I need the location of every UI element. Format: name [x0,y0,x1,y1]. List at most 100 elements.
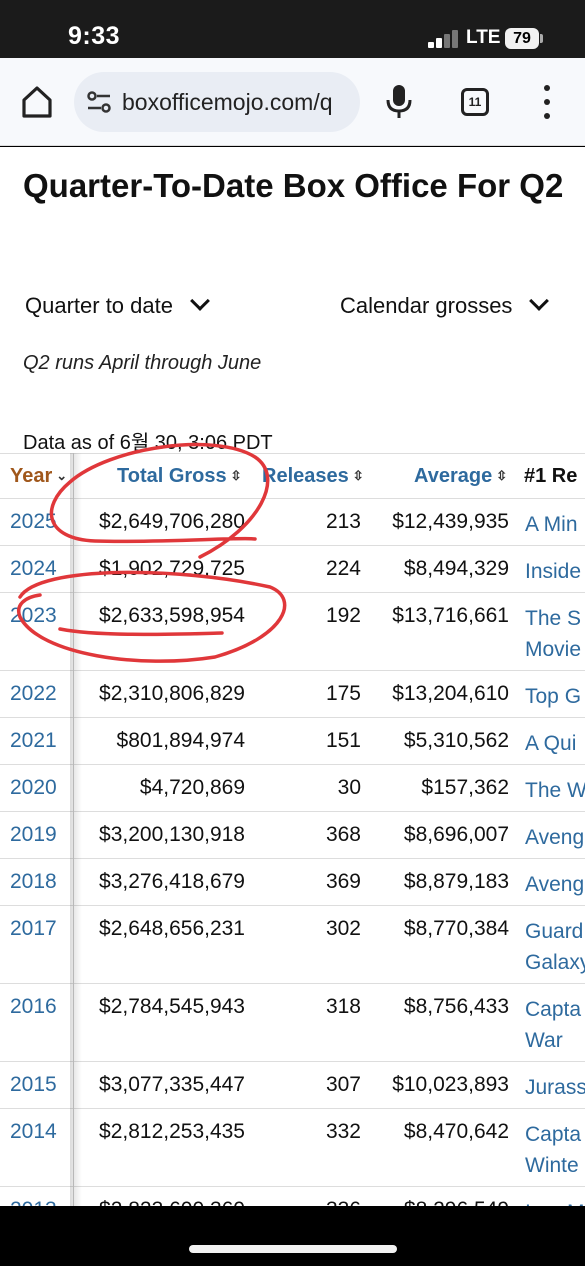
releases-link[interactable]: 213 [325,510,361,533]
column-header-total-gross[interactable]: Total Gross ⇳ [117,465,242,487]
table-row: 2015 $3,077,335,447 307 $10,023,893 Jura… [0,1062,585,1109]
average-cell: $8,770,384 [403,917,509,940]
top-release-link[interactable]: Jurass [525,1076,585,1099]
column-header-average[interactable]: Average ⇳ [414,465,508,487]
releases-link[interactable]: 318 [325,995,361,1018]
browser-toolbar: boxofficemojo.com/q 11 [0,58,585,146]
top-release-link[interactable]: A Qui [525,732,577,755]
year-link[interactable]: 2025 [10,510,57,533]
top-release-link[interactable]: Top G [525,685,582,708]
year-link[interactable]: 2023 [10,604,57,627]
average-cell: $8,494,329 [403,557,509,580]
table-row: 2019 $3,200,130,918 368 $8,696,007 Aveng [0,812,585,859]
releases-link[interactable]: 307 [325,1073,361,1096]
releases-link[interactable]: 336 [326,1198,361,1206]
data-timestamp: Data as of 6월 30, 3:06 PDT [23,432,273,454]
sort-desc-icon: ⌄ [56,468,68,483]
year-link[interactable]: 2014 [10,1120,57,1143]
home-icon[interactable] [20,82,54,122]
average-cell: $13,716,661 [392,604,509,627]
releases-link[interactable]: 332 [325,1120,361,1143]
more-menu-icon[interactable] [542,85,552,119]
year-link[interactable]: 2017 [10,917,57,940]
table-row: 2021 $801,894,974 151 $5,310,562 A Qui [0,718,585,765]
top-release-link[interactable]: Aveng [525,873,585,896]
column-header-releases[interactable]: Releases ⇳ [262,465,364,487]
home-indicator[interactable] [189,1245,397,1253]
system-navigation-bar [0,1206,585,1266]
site-settings-icon[interactable] [86,90,112,114]
url-text[interactable]: boxofficemojo.com/q [122,89,333,115]
top-release-link[interactable]: The W [525,779,585,802]
battery-tip [540,34,543,43]
year-link[interactable]: 2015 [10,1073,57,1096]
address-bar[interactable]: boxofficemojo.com/q [74,72,360,132]
average-cell: $13,204,610 [392,682,509,705]
sort-icon: ⇳ [496,468,508,483]
year-link[interactable]: 2018 [10,870,57,893]
releases-link[interactable]: 369 [325,870,361,893]
column-header-year[interactable]: Year ⌄ [10,465,68,487]
battery-icon: 79 [505,28,539,49]
table-row: 2014 $2,812,253,435 332 $8,470,642 Capta… [0,1109,585,1187]
sort-icon: ⇳ [352,468,364,483]
page-title: Quarter-To-Date Box Office For Q2 [23,167,564,204]
quarter-dropdown[interactable]: Quarter to date [25,291,210,319]
tab-switcher-button[interactable]: 11 [461,88,489,116]
quarter-note: Q2 runs April through June [23,352,262,374]
average-cell: $8,756,433 [403,995,509,1018]
average-cell: $12,439,935 [392,510,509,533]
status-time: 9:33 [68,22,121,50]
gross-type-dropdown[interactable]: Calendar grosses [340,291,550,319]
table-row: 2020 $4,720,869 30 $157,362 The W [0,765,585,812]
table-row: 2018 $3,276,418,679 369 $8,879,183 Aveng [0,859,585,906]
releases-link[interactable]: 30 [337,776,361,799]
releases-link[interactable]: 368 [325,823,361,846]
releases-link[interactable]: 302 [325,917,361,940]
top-release-link[interactable]: Capta War [525,998,582,1052]
total-gross-cell: $3,200,130,918 [99,823,245,846]
year-link[interactable]: 2024 [10,557,57,580]
top-release-link[interactable]: Aveng [525,826,585,849]
releases-link[interactable]: 224 [325,557,361,580]
box-office-table: Year ⌄ Total Gross ⇳ Releases ⇳ Average ⇳ #1… [0,453,585,1206]
quarter-dropdown-label: Quarter to date [25,293,173,318]
status-bar: 9:33 LTE 79 [0,0,585,58]
table-header: Year ⌄ Total Gross ⇳ Releases ⇳ Average ⇳ #1… [0,453,585,499]
year-link[interactable]: 2016 [10,995,57,1018]
top-release-link[interactable]: The S Movie [525,607,582,661]
total-gross-cell: $4,720,869 [139,776,245,799]
year-link[interactable]: 2020 [10,776,57,799]
column-header-first-release[interactable]: #1 Re [524,465,578,487]
releases-link[interactable]: 151 [325,729,361,752]
sticky-column-divider [73,453,74,1206]
year-link[interactable]: 2021 [10,729,57,752]
total-gross-cell: $2,784,545,943 [99,995,245,1018]
total-gross-cell: $2,633,598,954 [99,604,245,627]
average-cell: $8,296,549 [404,1198,509,1206]
releases-link[interactable]: 175 [325,682,361,705]
average-cell: $5,310,562 [403,729,509,752]
average-cell: $157,362 [421,776,509,799]
table-row: 2022 $2,310,806,829 175 $13,204,610 Top … [0,671,585,718]
top-release-link[interactable]: A Min [525,513,578,536]
total-gross-cell: $2,310,806,829 [99,682,245,705]
network-type: LTE [466,27,501,48]
top-release-link[interactable]: Iron M [525,1197,585,1206]
chevron-down-icon [529,291,550,311]
table-row: 2023 $2,633,598,954 192 $13,716,661 The … [0,593,585,671]
total-gross-cell: $2,649,706,280 [99,510,245,533]
table-row: 2025 $2,649,706,280 213 $12,439,935 A Mi… [0,499,585,546]
total-gross-cell: $1,902,729,725 [99,557,245,580]
web-page: Quarter-To-Date Box Office For Q2 Quarte… [0,147,585,1206]
top-release-link[interactable]: Capta Winte [525,1123,582,1177]
average-cell: $8,470,642 [403,1120,509,1143]
year-link[interactable]: 2013 [10,1198,57,1206]
year-link[interactable]: 2019 [10,823,57,846]
average-cell: $10,023,893 [392,1073,509,1096]
top-release-link[interactable]: Inside [525,560,582,583]
year-link[interactable]: 2022 [10,682,57,705]
microphone-icon[interactable] [386,84,412,120]
releases-link[interactable]: 192 [325,604,361,627]
top-release-link[interactable]: Guard Galaxy [525,920,585,974]
